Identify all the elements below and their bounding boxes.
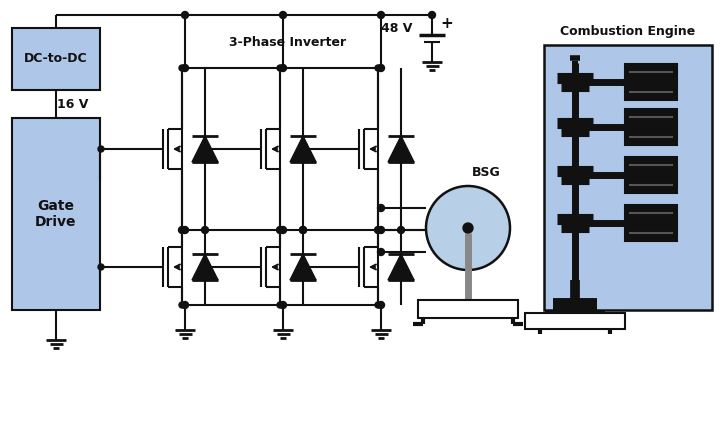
Circle shape [179,226,185,233]
Circle shape [374,226,381,233]
Circle shape [280,11,286,18]
Bar [544,45,712,310]
Circle shape [203,264,209,270]
Circle shape [98,146,104,152]
Ellipse shape [426,186,510,270]
Bar [12,118,100,310]
Polygon shape [290,254,316,280]
Polygon shape [290,136,316,162]
Bar [12,28,100,90]
Circle shape [378,11,384,18]
Circle shape [179,302,185,308]
Circle shape [375,302,381,308]
Text: 3-Phase Inverter: 3-Phase Inverter [229,36,347,49]
Circle shape [299,226,306,233]
Polygon shape [388,136,414,162]
Circle shape [378,226,384,233]
Text: DC-to-DC: DC-to-DC [25,53,88,66]
Polygon shape [192,136,218,162]
Circle shape [378,64,384,71]
Bar [625,157,677,193]
Text: 16 V: 16 V [57,98,89,110]
Circle shape [182,64,188,71]
Circle shape [428,11,435,18]
Bar [418,300,518,318]
Text: Combustion Engine: Combustion Engine [560,25,696,38]
Bar [625,64,677,100]
Text: Gate
Drive: Gate Drive [35,199,76,229]
Circle shape [301,264,307,270]
Circle shape [378,205,384,212]
Circle shape [378,301,384,308]
Circle shape [182,301,188,308]
Circle shape [203,146,209,152]
Bar [525,313,625,329]
Circle shape [299,226,306,233]
Circle shape [280,301,286,308]
Polygon shape [388,254,414,280]
Circle shape [280,226,286,233]
Bar [625,205,677,241]
Circle shape [378,248,384,255]
Circle shape [201,226,208,233]
Circle shape [98,264,104,270]
Circle shape [301,146,307,152]
Bar [625,109,677,145]
Circle shape [277,302,283,308]
Circle shape [179,65,185,71]
Text: BSG: BSG [472,166,500,180]
Text: +: + [440,15,453,31]
Circle shape [463,223,473,233]
Polygon shape [192,254,218,280]
Circle shape [277,65,283,71]
Circle shape [182,226,188,233]
Circle shape [276,226,283,233]
Circle shape [182,11,188,18]
Circle shape [375,65,381,71]
Circle shape [280,64,286,71]
Text: 48 V: 48 V [381,21,412,35]
Circle shape [397,226,404,233]
